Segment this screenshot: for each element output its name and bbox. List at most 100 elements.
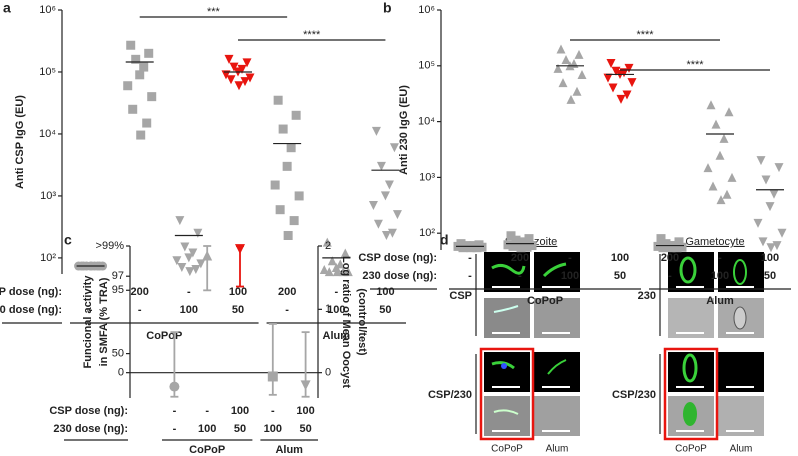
- point: [566, 94, 576, 104]
- row-label: CSP dose (ng):: [49, 405, 128, 417]
- micrographs: Sporozoite Gametocyte: [428, 236, 764, 455]
- parasite: [542, 262, 567, 278]
- point: [373, 219, 383, 229]
- point: [123, 81, 133, 91]
- error-bar: [268, 322, 277, 396]
- group-label: CoPoP: [527, 295, 563, 307]
- dose-cell: 200: [511, 252, 529, 264]
- y2-tick-label: 0: [325, 367, 331, 379]
- panel-letter: a: [3, 0, 11, 16]
- dose-cell: -: [518, 270, 522, 282]
- image: [668, 298, 714, 338]
- point: [275, 205, 285, 215]
- dose-cell: 50: [614, 270, 626, 282]
- point: [193, 228, 203, 238]
- point: [503, 240, 513, 250]
- row-label: CSP dose (ng):: [0, 286, 62, 298]
- dose-cell: 100: [180, 304, 198, 316]
- y-tick-label: 97: [112, 270, 124, 282]
- point: [677, 242, 687, 252]
- parasite: [547, 359, 567, 375]
- point: [340, 248, 350, 258]
- y2-axis-label: Log ratio of Mean Oocyst: [340, 256, 352, 388]
- point: [724, 107, 734, 117]
- point: [466, 243, 476, 253]
- parasite: [493, 305, 519, 313]
- y-tick-label: 10⁶: [418, 4, 435, 16]
- image: [718, 352, 764, 392]
- point: [727, 172, 737, 182]
- column-label: CoPoP: [675, 444, 707, 455]
- point: [136, 130, 146, 140]
- point: [756, 156, 766, 166]
- point: [282, 161, 292, 171]
- point: [766, 243, 776, 253]
- point: [608, 83, 618, 93]
- dose-cell: 100: [561, 270, 579, 282]
- dose-cell: 200: [131, 286, 149, 298]
- point: [131, 54, 141, 64]
- point: [237, 64, 247, 74]
- group-label: Alum: [275, 444, 303, 456]
- dose-cell: -: [138, 304, 142, 316]
- point: [147, 92, 157, 102]
- panel-letter: b: [383, 0, 392, 16]
- point: [229, 62, 239, 72]
- group-label: Alum: [706, 295, 734, 307]
- dose-cell: 100: [711, 270, 729, 282]
- point: [753, 218, 763, 228]
- row-label: CSP dose (ng):: [358, 252, 437, 264]
- row-label: 230 dose (ng):: [53, 423, 128, 435]
- y-tick-label: 10⁴: [418, 116, 435, 128]
- point: [300, 380, 311, 391]
- point: [380, 191, 390, 201]
- point: [240, 77, 250, 87]
- dose-cell: 100: [229, 286, 247, 298]
- dose-cell: 50: [232, 304, 244, 316]
- point: [656, 234, 666, 244]
- parasite: [491, 263, 526, 275]
- image: [718, 252, 764, 292]
- dose-cell: 50: [379, 304, 391, 316]
- dose-cell: 100: [231, 405, 249, 417]
- image: [534, 252, 580, 292]
- point: [711, 119, 721, 129]
- highlight-box: [663, 347, 719, 441]
- point: [368, 201, 378, 211]
- row-label: 230 dose (ng):: [362, 270, 437, 282]
- panel-letter: c: [64, 232, 72, 248]
- point: [572, 86, 582, 96]
- point: [242, 58, 252, 68]
- point: [185, 267, 195, 277]
- point: [777, 228, 787, 238]
- image: [534, 352, 580, 392]
- image: [484, 352, 530, 392]
- point: [472, 243, 482, 253]
- parasite: [733, 259, 747, 285]
- y2-tick-label: 1: [325, 303, 331, 315]
- dose-cell: -: [89, 304, 93, 316]
- significance-label: ***: [207, 6, 221, 18]
- dose-cell: 100: [761, 252, 779, 264]
- point: [524, 234, 534, 244]
- point: [135, 70, 145, 80]
- point: [722, 189, 732, 199]
- y2-axis-label: (control/test): [356, 288, 368, 356]
- parasite: [493, 409, 519, 415]
- dose-cell: 50: [299, 423, 311, 435]
- row-label: CSP: [449, 290, 472, 302]
- point: [324, 267, 334, 277]
- dose-cell: 50: [234, 423, 246, 435]
- point: [658, 243, 668, 253]
- point: [278, 124, 288, 134]
- point: [624, 63, 634, 73]
- image: [534, 298, 580, 338]
- dose-cell: 100: [327, 304, 345, 316]
- point: [286, 143, 296, 153]
- dose-cell: 200: [278, 286, 296, 298]
- y-axis-label: Anti CSP IgG (EU): [14, 95, 26, 189]
- point: [332, 267, 342, 277]
- y-tick-label: 50: [112, 348, 124, 360]
- point: [322, 237, 332, 247]
